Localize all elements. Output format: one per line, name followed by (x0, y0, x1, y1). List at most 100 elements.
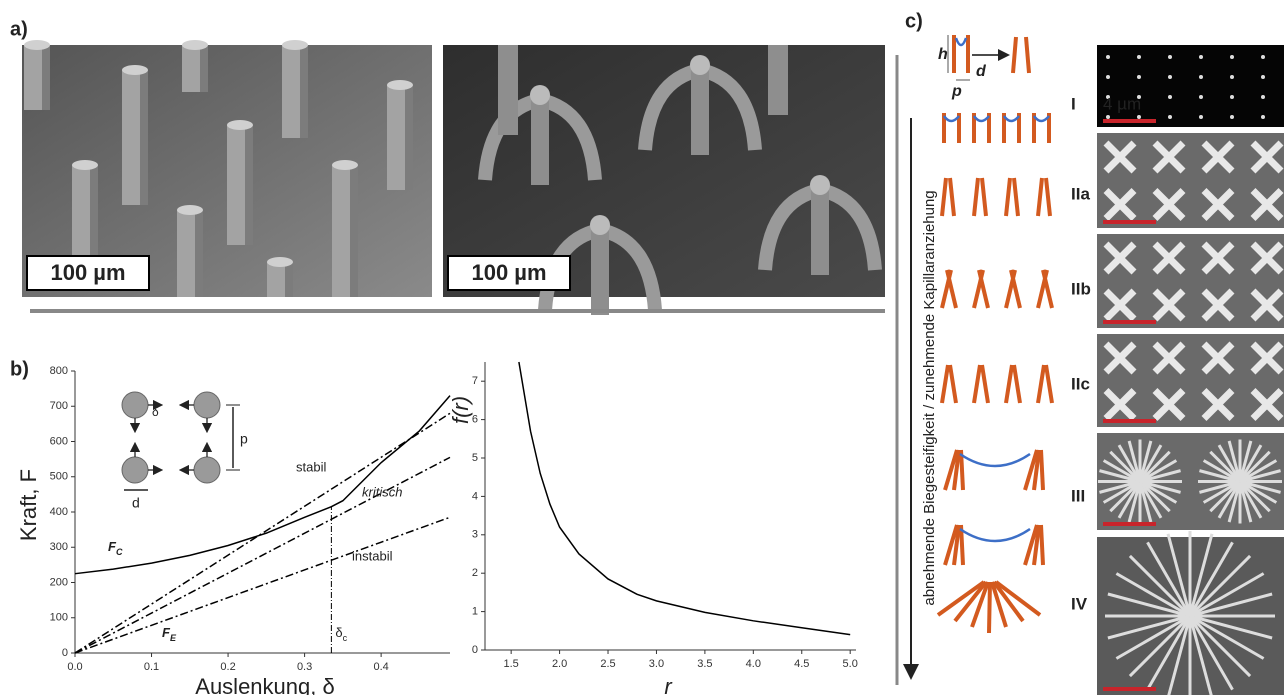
dot (1168, 95, 1172, 99)
dot (1106, 55, 1110, 59)
scale-label: 4 µm (1103, 94, 1141, 113)
bundle (1166, 533, 1192, 617)
bundle (1189, 614, 1265, 660)
pillar-icon (936, 580, 986, 617)
pillar (591, 230, 609, 315)
cross (1250, 241, 1284, 275)
y-tick-label: 0 (62, 647, 68, 659)
meniscus (954, 37, 968, 47)
bundle (1189, 572, 1265, 618)
pillar-shade (195, 210, 203, 297)
y-tick-label: 300 (50, 541, 68, 553)
bundle (1209, 480, 1242, 513)
dot (1168, 115, 1172, 119)
pillar-icon (1036, 364, 1046, 404)
series-line (74, 412, 451, 654)
dot (1137, 75, 1141, 79)
bundle (1138, 450, 1171, 483)
pillar-icon (980, 364, 990, 404)
dot (1199, 75, 1203, 79)
bundle (1189, 614, 1273, 640)
y-axis-label: f(r) (448, 396, 473, 424)
pillar-icon (1041, 269, 1054, 309)
scale-label: 100 µm (471, 260, 546, 285)
x-axis-label: Auslenkung, δ (195, 674, 334, 695)
bundle (1099, 480, 1141, 494)
series-line (518, 361, 851, 636)
trend-label: abnehmende Biegesteifigkeit / zunehmende… (921, 190, 938, 605)
bundle (1138, 481, 1153, 523)
cross (1201, 288, 1235, 322)
bundle (1138, 440, 1153, 482)
pillar-icon (948, 177, 956, 217)
x-tick-label: 0.1 (144, 661, 159, 673)
bundle (1107, 592, 1191, 618)
pillar-section (121, 456, 149, 484)
scale-label: 100 µm (50, 260, 125, 285)
bundle (1188, 541, 1234, 617)
dot (1137, 55, 1141, 59)
pillar-section (193, 391, 221, 419)
dot (1106, 95, 1110, 99)
panel-label: c) (905, 10, 923, 32)
x-tick-label: 4.5 (794, 658, 809, 670)
inset-label: p (240, 431, 248, 447)
pillar-top (122, 65, 148, 75)
cross (1103, 188, 1137, 221)
pillar-icon (1011, 36, 1018, 74)
dot (1137, 95, 1141, 99)
bundle (1117, 480, 1142, 519)
bundle (1189, 592, 1273, 618)
x-tick-label: 0.4 (373, 661, 388, 673)
stage-label: I (1071, 94, 1076, 113)
dot (1230, 95, 1234, 99)
cross (1201, 388, 1235, 421)
bundle (1102, 459, 1141, 483)
bundle (1109, 450, 1142, 483)
pillar-icon (948, 364, 958, 404)
bundle (1107, 614, 1191, 640)
x-tick-label: 2.5 (600, 658, 615, 670)
pillar-icon (994, 580, 1042, 617)
cross (1152, 388, 1186, 421)
y-tick-label: 6 (472, 414, 478, 426)
pillar-top (72, 160, 98, 170)
dot (1261, 115, 1265, 119)
bundle (1238, 444, 1263, 483)
y-tick-label: 3 (472, 529, 478, 541)
bundle (1202, 459, 1241, 483)
dim-label: h (938, 46, 948, 63)
cross (1152, 188, 1186, 221)
bundle (1188, 615, 1213, 695)
pillar-top (24, 40, 50, 50)
y-tick-label: 4 (472, 490, 478, 502)
cross (1152, 341, 1186, 375)
bundle (1217, 480, 1242, 519)
bundle (1128, 614, 1192, 678)
pillar-shade (90, 165, 98, 282)
bundle (1239, 469, 1281, 483)
meniscus (942, 115, 1050, 123)
marker-label-sub: c (343, 633, 348, 643)
marker-label: δc (335, 625, 347, 643)
pillar-icon (940, 364, 950, 404)
bundle (1138, 480, 1171, 513)
dot (1106, 75, 1110, 79)
pillar-icon (952, 524, 961, 566)
series-line (74, 395, 451, 575)
bundle (1109, 480, 1142, 513)
pillar-icon (940, 177, 948, 217)
pillar-icon (1036, 177, 1044, 217)
x-tick-label: 3.5 (697, 658, 712, 670)
dot (1168, 75, 1172, 79)
y-axis-label: Kraft, F (16, 469, 41, 541)
bundle (1238, 440, 1253, 482)
pillar-icon (952, 449, 961, 491)
cross (1250, 140, 1284, 174)
bundle (1138, 480, 1163, 519)
pillar-icon (959, 524, 965, 566)
bundle (1238, 480, 1271, 513)
dot (1106, 115, 1110, 119)
bundle (1239, 480, 1281, 494)
pillar (811, 190, 829, 275)
